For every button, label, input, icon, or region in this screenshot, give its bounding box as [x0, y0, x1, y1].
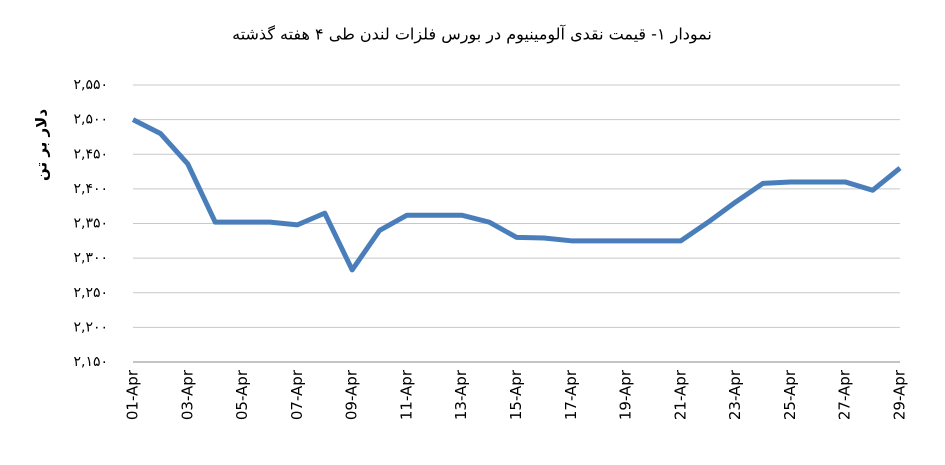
x-tick-label: 15-Apr	[507, 369, 525, 420]
x-tick-label: 01-Apr	[124, 369, 142, 420]
x-tick-label: 13-Apr	[452, 369, 470, 420]
y-tick-label: ۲,۴۵۰	[73, 146, 108, 162]
x-tick-label: 27-Apr	[836, 369, 854, 420]
data-line	[131, 117, 902, 273]
x-tick-label: 05-Apr	[233, 369, 251, 420]
x-tick-label: 09-Apr	[343, 369, 361, 420]
y-tick-label: ۲,۱۵۰	[73, 354, 108, 370]
x-tick-label: 23-Apr	[726, 369, 744, 420]
x-tick-label: 29-Apr	[891, 369, 909, 420]
y-tick-label: ۲,۲۰۰	[73, 319, 108, 335]
x-tick-label: 03-Apr	[178, 369, 196, 420]
y-tick-label: ۲,۵۰۰	[73, 112, 108, 128]
chart-title: نمودار ۱- قیمت نقدی آلومینیوم در بورس فل…	[232, 25, 712, 45]
y-tick-label: ۲,۳۵۰	[73, 216, 108, 232]
x-tick-label: 21-Apr	[671, 369, 689, 420]
x-tick-label: 19-Apr	[617, 369, 635, 420]
y-tick-label: ۲,۳۰۰	[73, 250, 108, 266]
x-tick-label: 11-Apr	[397, 369, 415, 420]
y-tick-label: ۲,۲۵۰	[73, 285, 108, 301]
y-tick-label: ۲,۴۰۰	[73, 181, 108, 197]
y-axis-label: دلار بر تن	[33, 109, 51, 181]
x-tick-label: 07-Apr	[288, 369, 306, 420]
y-tick-label: ۲,۵۵۰	[73, 77, 108, 93]
x-tick-label: 25-Apr	[781, 369, 799, 420]
x-tick-label: 17-Apr	[562, 369, 580, 420]
